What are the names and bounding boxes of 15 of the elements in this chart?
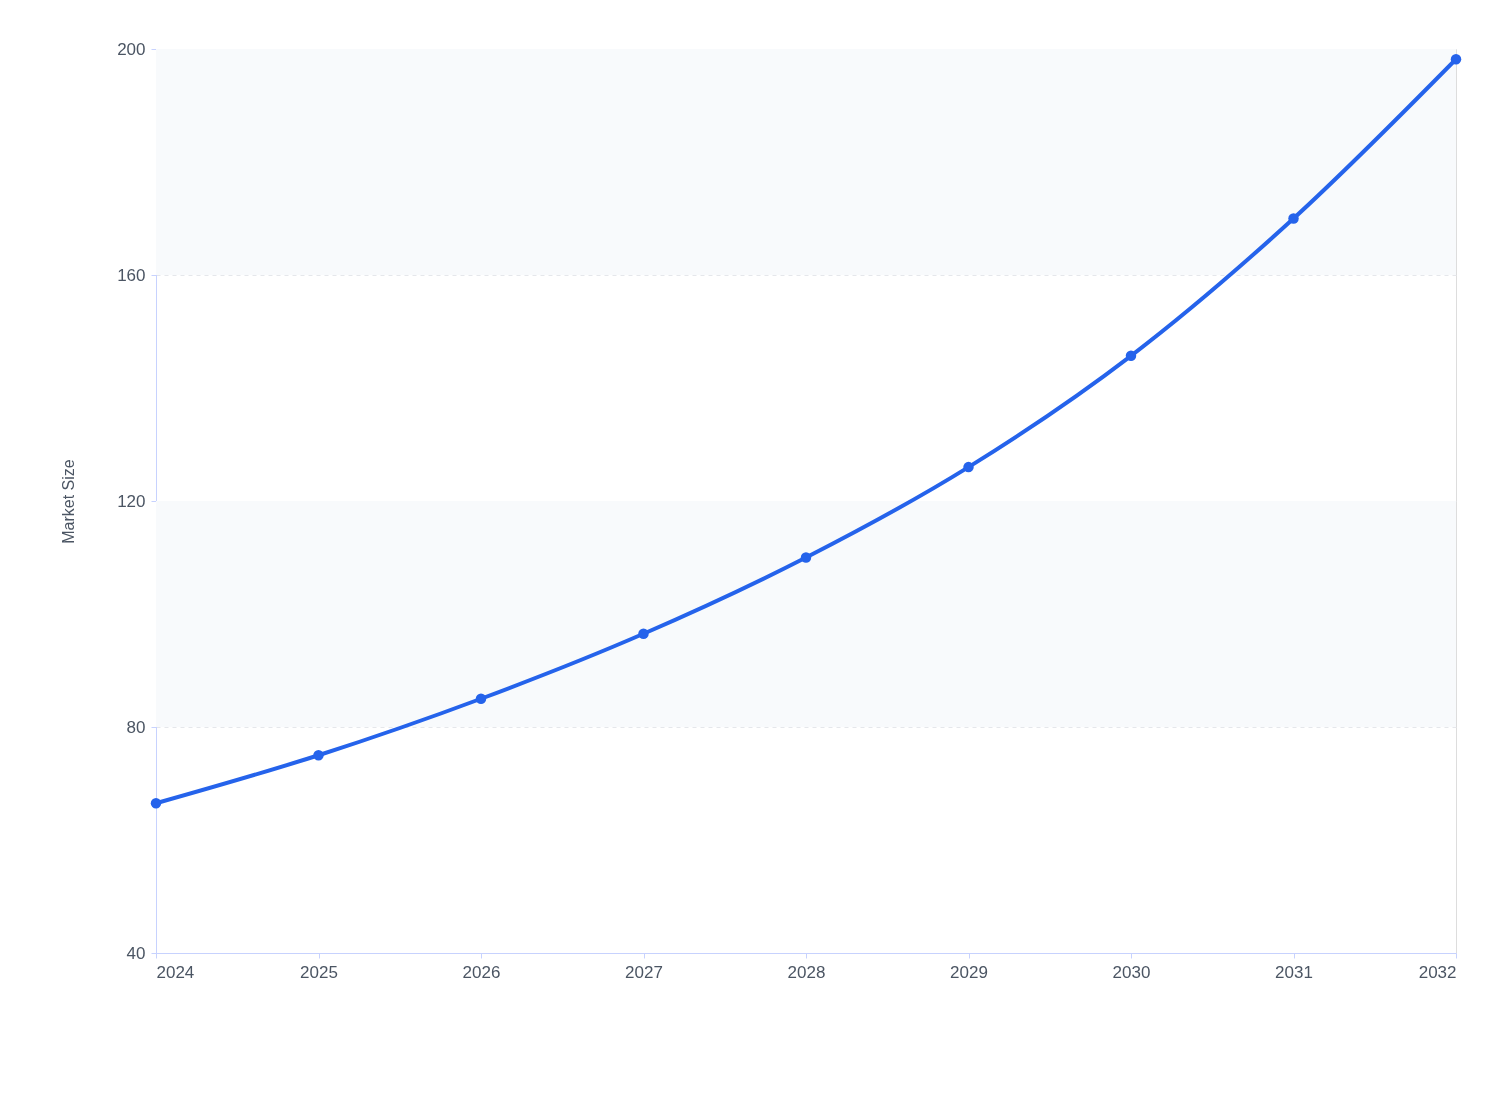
y-tick-label: 120: [117, 491, 146, 511]
x-tick-label: 2026: [462, 962, 501, 982]
x-tick-label: 2031: [1275, 962, 1313, 982]
x-tick-label: 2024: [156, 962, 195, 982]
y-tick-label: 40: [126, 943, 146, 963]
x-tick-label: 2029: [950, 962, 988, 982]
x-tick-label: 2028: [787, 962, 826, 982]
y-tick-label: 160: [117, 265, 146, 285]
y-axis-title: Market Size: [60, 459, 78, 544]
y-tick-label: 80: [126, 717, 146, 737]
x-tick-label: 2030: [1112, 962, 1151, 982]
x-tick-label: 2027: [625, 962, 663, 982]
x-tick-label: 2025: [300, 962, 338, 982]
x-tick-label: 2032: [1418, 962, 1457, 982]
y-tick-label: 200: [117, 39, 146, 59]
